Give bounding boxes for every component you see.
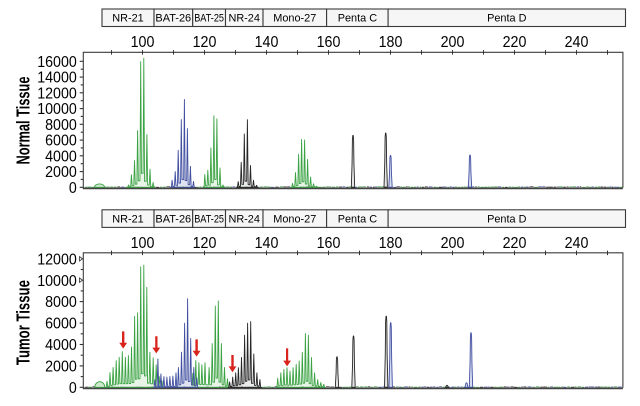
svg-text:Penta C: Penta C	[338, 213, 377, 225]
svg-text:4000: 4000	[45, 337, 77, 354]
svg-text:14000: 14000	[37, 70, 77, 87]
svg-text:240: 240	[565, 235, 589, 252]
svg-text:2000: 2000	[45, 164, 77, 181]
svg-text:100: 100	[131, 235, 155, 252]
svg-text:180: 180	[379, 34, 403, 51]
svg-text:6000: 6000	[45, 133, 77, 150]
svg-text:0: 0	[69, 180, 77, 197]
svg-text:200: 200	[441, 34, 465, 51]
svg-text:0: 0	[69, 380, 77, 397]
svg-text:120: 120	[193, 34, 217, 51]
svg-text:220: 220	[503, 235, 527, 252]
svg-text:200: 200	[441, 235, 465, 252]
svg-text:BAT-25: BAT-25	[194, 213, 224, 225]
svg-text:12000: 12000	[37, 251, 77, 268]
svg-text:100: 100	[131, 34, 155, 51]
svg-text:180: 180	[379, 235, 403, 252]
svg-text:10000: 10000	[37, 273, 77, 290]
svg-text:Penta D: Penta D	[487, 213, 526, 225]
svg-text:8000: 8000	[45, 117, 77, 134]
svg-text:Mono-27: Mono-27	[273, 213, 316, 225]
svg-text:4000: 4000	[45, 148, 77, 165]
svg-text:Penta D: Penta D	[487, 13, 526, 25]
svg-text:2000: 2000	[45, 359, 77, 376]
svg-text:Tumor Tissue: Tumor Tissue	[14, 280, 34, 365]
svg-text:240: 240	[565, 34, 589, 51]
svg-text:16000: 16000	[37, 54, 77, 71]
svg-text:6000: 6000	[45, 316, 77, 333]
svg-text:NR-21: NR-21	[112, 213, 143, 225]
svg-text:8000: 8000	[45, 294, 77, 311]
svg-text:BAT-26: BAT-26	[155, 213, 191, 225]
svg-text:220: 220	[503, 34, 527, 51]
svg-text:160: 160	[317, 235, 341, 252]
svg-text:NR-24: NR-24	[228, 13, 259, 25]
svg-text:BAT-25: BAT-25	[194, 13, 224, 25]
svg-text:NR-21: NR-21	[112, 13, 143, 25]
svg-text:140: 140	[255, 34, 279, 51]
svg-text:12000: 12000	[37, 85, 77, 102]
svg-text:Penta C: Penta C	[338, 13, 377, 25]
svg-text:BAT-26: BAT-26	[155, 13, 191, 25]
svg-text:120: 120	[193, 235, 217, 252]
svg-text:NR-24: NR-24	[228, 213, 259, 225]
svg-text:Normal Tissue: Normal Tissue	[14, 77, 34, 165]
svg-text:Mono-27: Mono-27	[273, 13, 316, 25]
svg-text:140: 140	[255, 235, 279, 252]
svg-text:160: 160	[317, 34, 341, 51]
svg-text:10000: 10000	[37, 101, 77, 118]
